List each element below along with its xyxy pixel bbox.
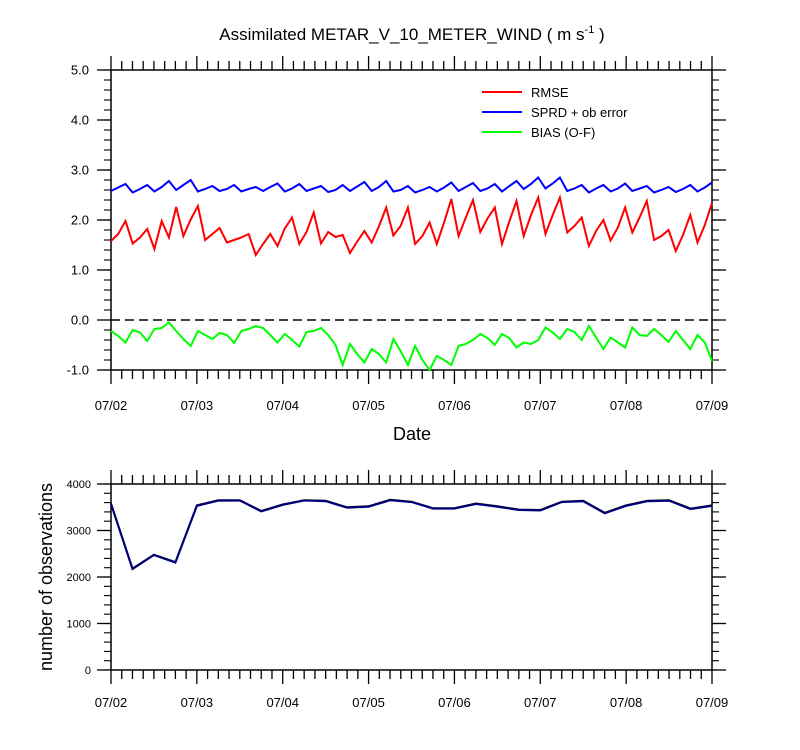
observations-assimilated-line (110, 499, 713, 571)
bottom-x-tick-label: 07/06 (438, 695, 471, 710)
observations-possible-line (110, 498, 713, 571)
top-x-tick-label: 07/06 (438, 398, 471, 413)
legend-label: RMSE (531, 85, 569, 100)
bottom-x-tick-label: 07/09 (696, 695, 729, 710)
top-x-tick-label: 07/09 (696, 398, 729, 413)
chart-title-main: Assimilated METAR_V_10_METER_WIND ( m s (219, 25, 584, 44)
bottom-y-tick-label: 1000 (67, 619, 91, 631)
bottom-x-tick-label: 07/04 (266, 695, 299, 710)
bottom-y-tick-label: 3000 (67, 526, 91, 538)
top-y-tick-label: 0.0 (71, 313, 89, 328)
top-y-tick-label: 3.0 (71, 163, 89, 178)
top-y-tick-label: 5.0 (71, 63, 89, 78)
bottom-y-ticks: 4000 3000 2000 1000 0 (67, 479, 726, 677)
chart-title-superscript: -1 (585, 24, 595, 36)
x-axis-title: Date (393, 424, 431, 444)
bottom-x-tick-label: 07/08 (610, 695, 643, 710)
top-y-tick-label: 2.0 (71, 213, 89, 228)
top-y-tick-label: -1.0 (67, 363, 89, 378)
bias-line (110, 321, 713, 372)
bottom-x-tick-label: 07/02 (95, 695, 128, 710)
bottom-x-ticks: 07/02 07/03 07/04 07/05 07/06 07/07 07/08 07/09 (95, 470, 729, 710)
legend-label: BIAS (O-F) (531, 125, 595, 140)
top-x-tick-label: 07/03 (181, 398, 214, 413)
bottom-y-tick-label: 0 (85, 665, 91, 677)
top-x-tick-label: 07/04 (266, 398, 299, 413)
bottom-plot-frame (110, 483, 713, 671)
top-panel: Assimilated METAR_V_10_METER_WIND ( m s-… (67, 24, 729, 444)
top-y-tick-label: 4.0 (71, 113, 89, 128)
bottom-x-tick-label: 07/07 (524, 695, 557, 710)
top-y-tick-label: 1.0 (71, 263, 89, 278)
legend-label: SPRD + ob error (531, 105, 628, 120)
bottom-x-tick-label: 07/05 (352, 695, 385, 710)
legend: RMSE SPRD + ob error BIAS (O-F) (482, 85, 628, 140)
spread-line (110, 175, 713, 194)
top-series-lines (110, 175, 713, 372)
top-x-ticks: 07/02 07/03 07/04 07/05 07/06 07/07 07/08 07/09 (95, 56, 729, 413)
bottom-series-lines (110, 498, 713, 571)
rmse-line (110, 194, 713, 258)
bottom-y-tick-label: 4000 (67, 479, 91, 491)
bottom-x-tick-label: 07/03 (181, 695, 214, 710)
top-x-tick-label: 07/07 (524, 398, 557, 413)
bottom-y-tick-label: 2000 (67, 572, 91, 584)
y-axis-title-observations: number of observations (36, 483, 56, 671)
chart-title-end: ) (594, 25, 604, 44)
chart-title: Assimilated METAR_V_10_METER_WIND ( m s-… (219, 24, 604, 44)
top-x-tick-label: 07/05 (352, 398, 385, 413)
top-x-tick-label: 07/08 (610, 398, 643, 413)
top-x-tick-label: 07/02 (95, 398, 128, 413)
top-y-ticks: 5.0 4.0 3.0 2.0 1.0 0.0 -1.0 (67, 63, 726, 378)
